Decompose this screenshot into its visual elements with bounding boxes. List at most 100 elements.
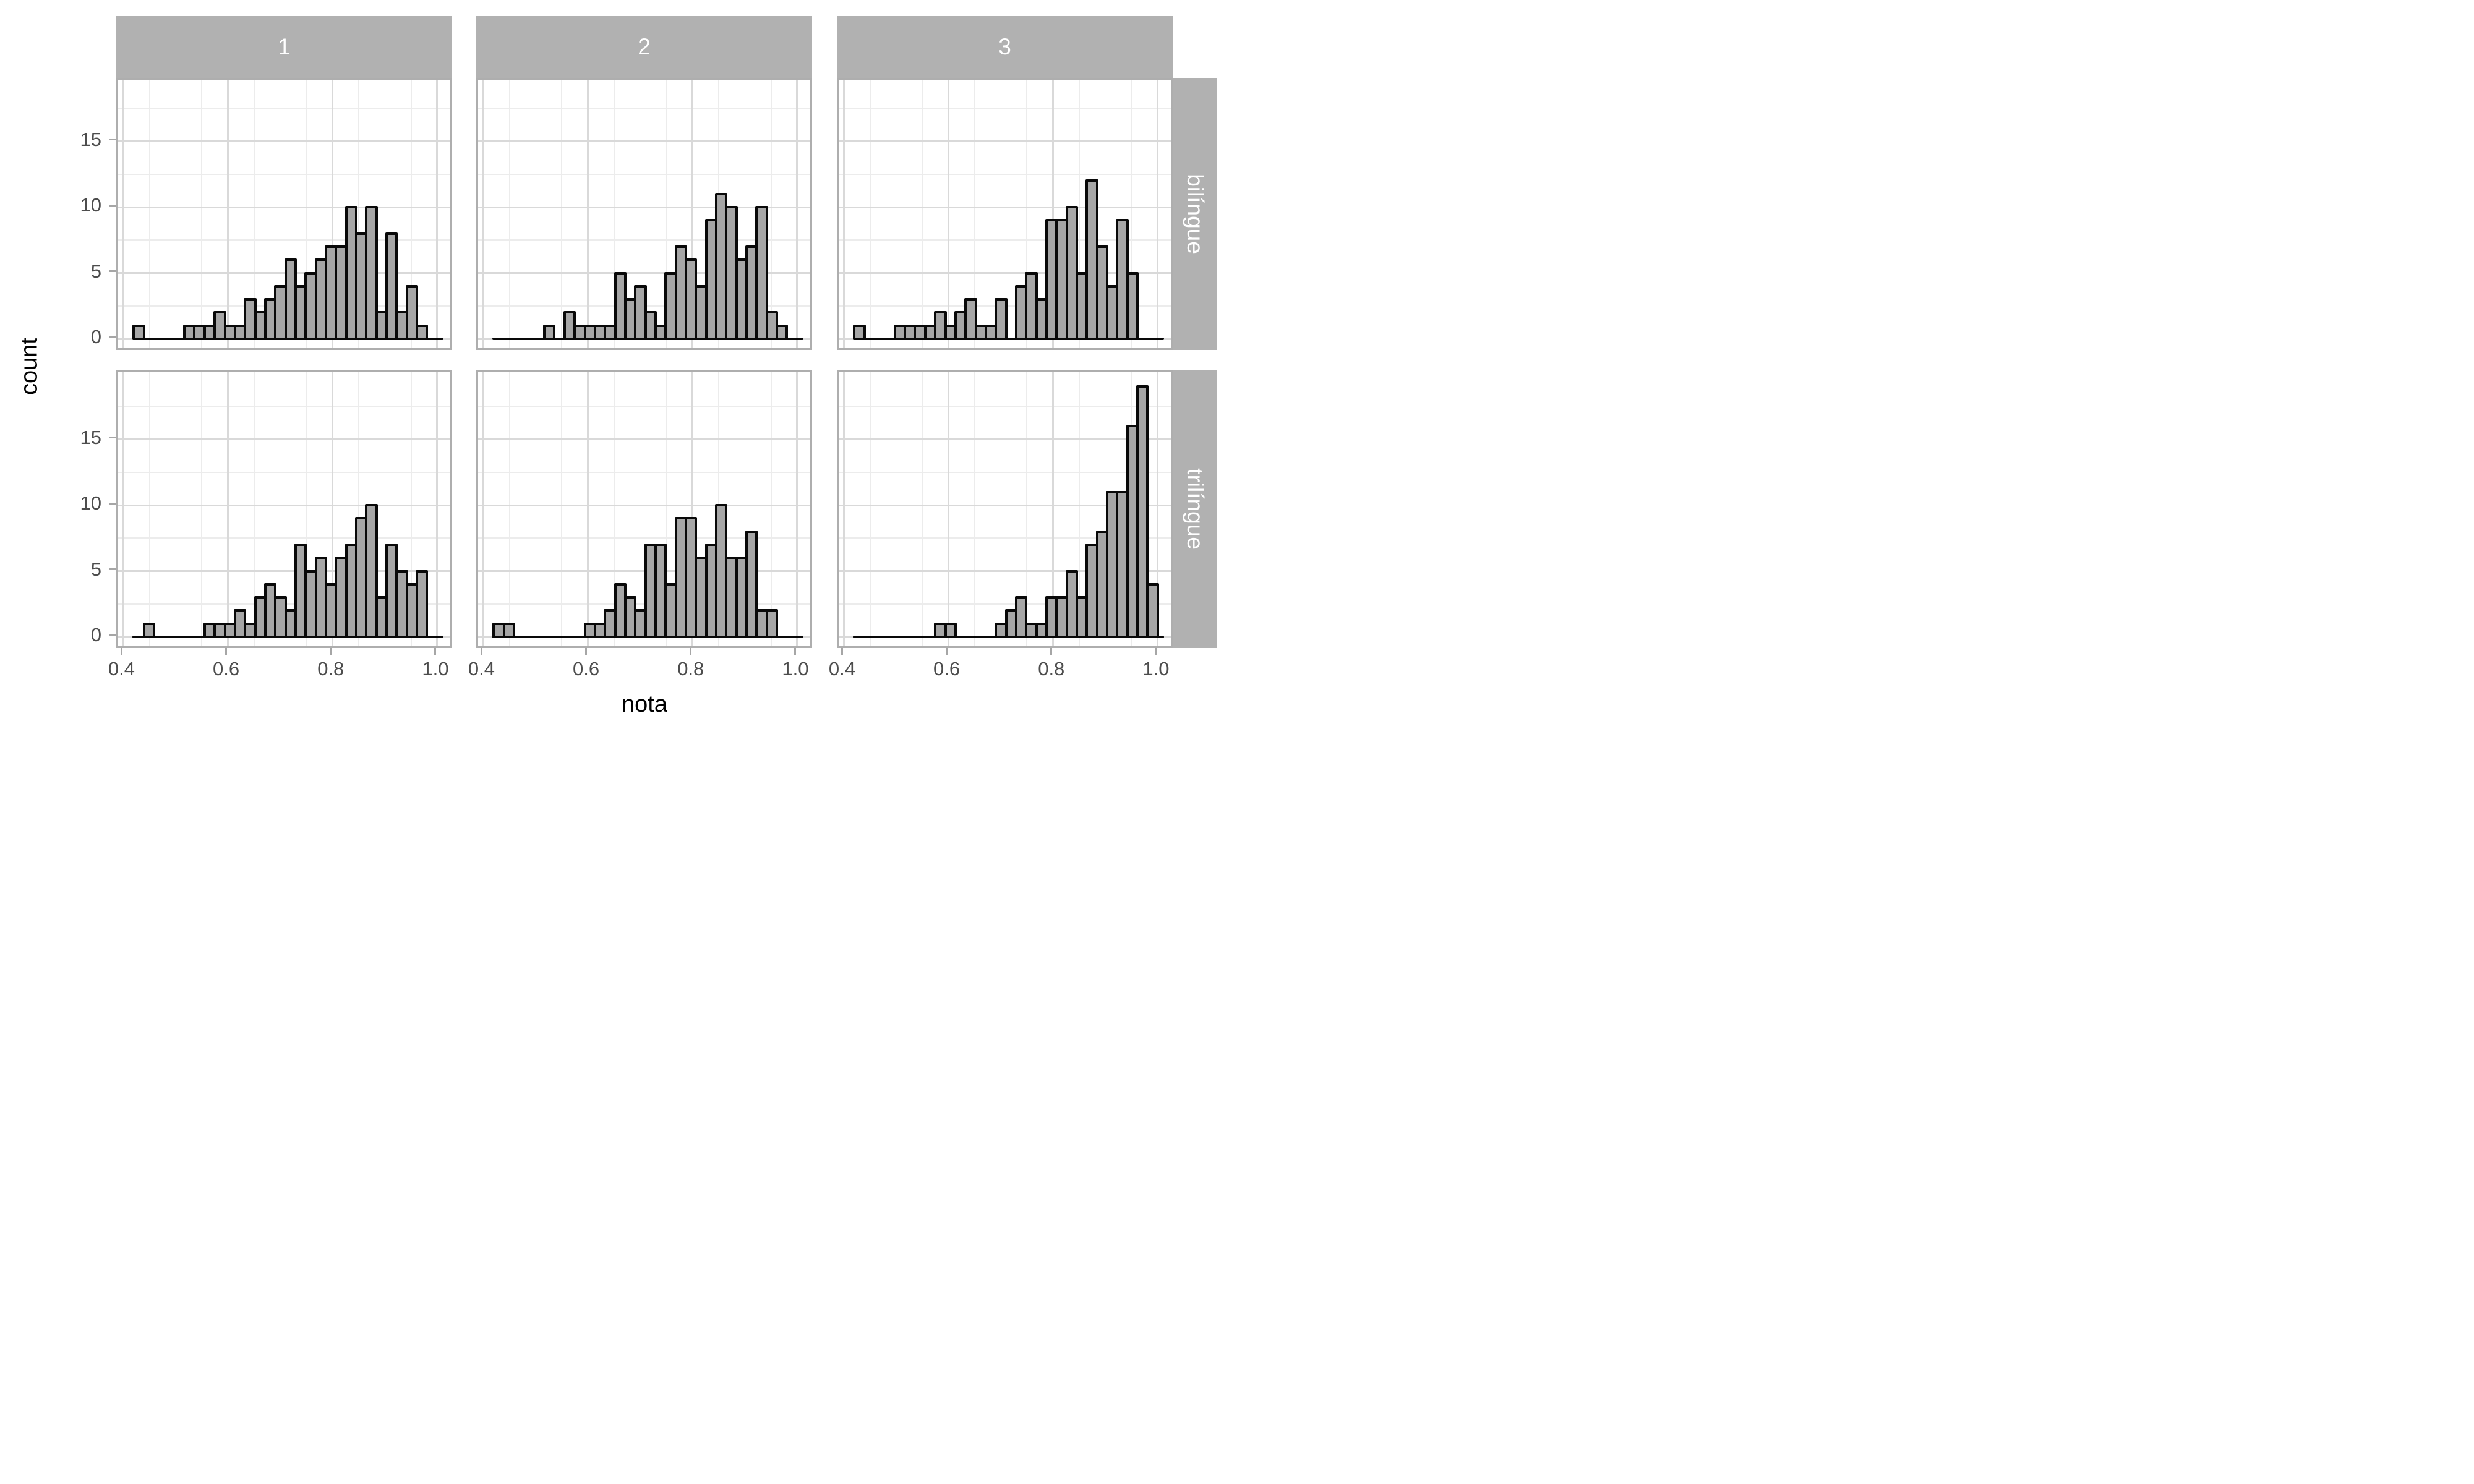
y-tick-mark — [109, 437, 116, 438]
gridline-major-vertical — [691, 372, 694, 646]
gridline-minor-vertical — [306, 372, 307, 646]
gridline-major-vertical — [227, 372, 229, 646]
y-tick-label: 15 — [80, 128, 101, 150]
x-tick-label: 0.4 — [468, 658, 495, 680]
x-tick-label: 0.4 — [828, 658, 855, 680]
x-tick-mark — [434, 648, 437, 655]
y-tick-mark — [109, 634, 116, 636]
x-tick-mark — [841, 648, 843, 655]
gridline-minor-horizontal — [478, 239, 810, 241]
gridline-major-vertical — [482, 80, 484, 348]
gridline-minor-horizontal — [839, 239, 1171, 241]
gridline-minor-vertical — [201, 372, 203, 646]
gridline-minor-vertical — [410, 80, 412, 348]
histogram-bar — [416, 569, 429, 638]
gridline-minor-vertical — [358, 372, 360, 646]
gridline-minor-vertical — [561, 372, 563, 646]
histogram-bar — [1146, 582, 1159, 638]
gridline-minor-vertical — [974, 372, 975, 646]
gridline-major-horizontal — [478, 140, 810, 142]
gridline-minor-horizontal — [478, 537, 810, 539]
x-tick-mark — [330, 648, 332, 655]
x-tick-mark — [225, 648, 228, 655]
histogram-bar — [765, 609, 779, 638]
gridline-major-vertical — [482, 372, 484, 646]
facet-strip-right-bilingue: bilíngue — [1173, 78, 1217, 350]
gridline-minor-vertical — [1026, 80, 1028, 348]
gridline-minor-horizontal — [118, 108, 450, 109]
gridline-minor-vertical — [922, 80, 923, 348]
x-axis-title: nota — [622, 691, 667, 717]
gridline-major-horizontal — [478, 206, 810, 208]
gridline-major-horizontal — [839, 206, 1171, 208]
gridline-major-horizontal — [118, 272, 450, 274]
gridline-minor-horizontal — [118, 173, 450, 175]
gridline-major-vertical — [948, 80, 950, 348]
gridline-minor-horizontal — [478, 603, 810, 605]
y-tick-label: 5 — [90, 260, 101, 282]
y-tick-mark — [109, 502, 116, 505]
x-tick-label: 0.8 — [677, 658, 704, 680]
gridline-major-horizontal — [118, 570, 450, 572]
facet-strip-right-label: bilíngue — [1182, 174, 1208, 254]
histogram-bar — [1126, 271, 1139, 340]
gridline-major-vertical — [436, 372, 439, 646]
gridline-major-vertical — [796, 372, 798, 646]
gridline-minor-vertical — [148, 80, 150, 348]
gridline-minor-vertical — [410, 372, 412, 646]
gridline-minor-vertical — [666, 372, 667, 646]
facet-strip-top-label: 2 — [638, 34, 651, 59]
gridline-major-vertical — [796, 80, 798, 348]
gridline-minor-vertical — [561, 80, 563, 348]
x-tick-mark — [946, 648, 948, 655]
panel-r2c2 — [476, 370, 812, 648]
y-tick-label: 0 — [90, 326, 101, 348]
gridline-major-horizontal — [118, 206, 450, 208]
panel-r1c2 — [476, 78, 812, 350]
gridline-minor-horizontal — [839, 173, 1171, 175]
y-tick-mark — [109, 568, 116, 570]
facet-strip-top-label: 3 — [998, 34, 1011, 59]
y-tick-mark — [109, 270, 116, 272]
panel-r1c1 — [116, 78, 452, 350]
facet-strip-top-1: 1 — [116, 16, 452, 78]
y-tick-mark — [109, 204, 116, 207]
gridline-major-horizontal — [118, 438, 450, 440]
gridline-minor-horizontal — [839, 406, 1171, 407]
histogram-zero-line — [852, 636, 1165, 638]
gridline-minor-vertical — [1026, 372, 1028, 646]
gridline-major-horizontal — [118, 504, 450, 506]
gridline-major-horizontal — [478, 504, 810, 506]
gridline-major-horizontal — [839, 504, 1171, 506]
gridline-minor-vertical — [253, 372, 255, 646]
histogram-zero-line — [132, 636, 444, 638]
x-tick-mark — [1155, 648, 1157, 655]
gridline-major-vertical — [1157, 372, 1159, 646]
gridline-major-vertical — [691, 80, 694, 348]
histogram-zero-line — [492, 338, 804, 340]
y-tick-label: 10 — [80, 492, 101, 514]
y-axis-title: count — [16, 338, 43, 395]
gridline-minor-horizontal — [478, 471, 810, 473]
gridline-major-vertical — [842, 372, 845, 646]
gridline-major-vertical — [842, 80, 845, 348]
histogram-bar — [995, 298, 1008, 340]
gridline-minor-vertical — [974, 80, 975, 348]
x-tick-label: 1.0 — [1142, 658, 1170, 680]
x-tick-mark — [585, 648, 588, 655]
panel-r2c3 — [837, 370, 1173, 648]
y-tick-label: 5 — [90, 558, 101, 580]
x-tick-label: 1.0 — [422, 658, 449, 680]
gridline-minor-vertical — [306, 80, 307, 348]
gridline-minor-horizontal — [118, 239, 450, 241]
gridline-minor-horizontal — [118, 406, 450, 407]
x-tick-label: 0.6 — [213, 658, 240, 680]
panel-r1c3 — [837, 78, 1173, 350]
x-tick-label: 1.0 — [782, 658, 809, 680]
y-tick-label: 10 — [80, 194, 101, 216]
gridline-major-vertical — [227, 80, 229, 348]
gridline-major-vertical — [587, 372, 589, 646]
gridline-minor-vertical — [1131, 80, 1132, 348]
gridline-minor-vertical — [201, 80, 203, 348]
gridline-minor-horizontal — [478, 173, 810, 175]
